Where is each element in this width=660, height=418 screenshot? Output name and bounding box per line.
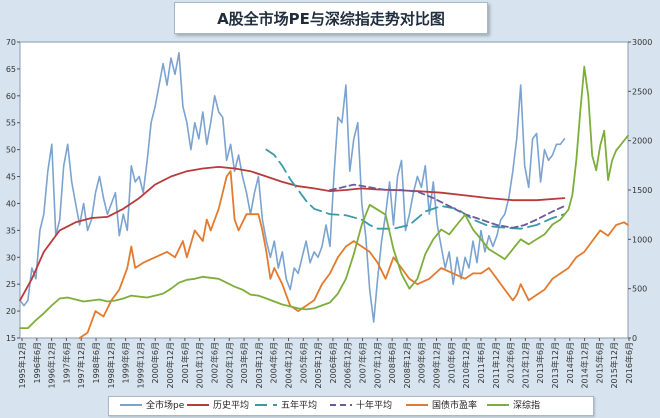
y-right-tick-label: 0 bbox=[632, 334, 637, 343]
x-tick-label: 2012年12月 bbox=[520, 342, 530, 389]
x-tick-label: 2001年6月 bbox=[180, 342, 190, 383]
y-left-tick-label: 25 bbox=[6, 280, 16, 289]
y-right-tick-label: 1500 bbox=[632, 186, 652, 195]
x-tick-label: 2005年6月 bbox=[298, 342, 308, 383]
legend-label-1: 历史平均 bbox=[213, 399, 249, 411]
x-tick-label: 2010年6月 bbox=[446, 342, 456, 383]
x-tick-label: 2005年12月 bbox=[313, 342, 323, 389]
series-line-5 bbox=[19, 65, 629, 329]
x-tick-label: 2003年6月 bbox=[239, 342, 249, 383]
legend-label-0: 全市场pe bbox=[146, 399, 185, 411]
legend-label-2: 五年平均 bbox=[281, 399, 317, 411]
x-tick-label: 2011年6月 bbox=[476, 342, 486, 383]
y-right-tick-label: 2000 bbox=[632, 137, 652, 146]
x-tick-label: 2006年6月 bbox=[328, 342, 338, 383]
legend-label-4: 国债市盈率 bbox=[432, 399, 477, 411]
y-left-tick-label: 30 bbox=[6, 253, 16, 262]
x-tick-label: 2001年12月 bbox=[195, 342, 205, 389]
x-tick-label: 2014年12月 bbox=[580, 342, 590, 389]
x-tick-label: 1996年6月 bbox=[32, 342, 42, 383]
legend-label-5: 深综指 bbox=[513, 399, 540, 411]
x-tick-label: 1999年6月 bbox=[121, 342, 131, 383]
y-left-tick-label: 45 bbox=[6, 173, 16, 182]
y-left-tick-label: 70 bbox=[6, 38, 16, 47]
x-tick-label: 1999年12月 bbox=[135, 342, 145, 389]
x-tick-label: 1998年6月 bbox=[91, 342, 101, 383]
y-right-tick-label: 2500 bbox=[632, 87, 652, 96]
x-tick-label: 2008年6月 bbox=[387, 342, 397, 383]
x-tick-label: 1997年6月 bbox=[61, 342, 71, 383]
y-left-tick-label: 20 bbox=[6, 307, 16, 316]
x-tick-label: 2002年6月 bbox=[209, 342, 219, 383]
y-left-tick-label: 40 bbox=[6, 199, 16, 208]
x-tick-label: 2013年6月 bbox=[535, 342, 545, 383]
series-line-1 bbox=[19, 166, 566, 302]
x-tick-label: 2006年12月 bbox=[343, 342, 353, 389]
legend-label-3: 十年平均 bbox=[356, 399, 392, 411]
x-tick-label: 2015年6月 bbox=[594, 342, 604, 383]
y-left-tick-label: 15 bbox=[6, 334, 16, 343]
x-tick-label: 2010年12月 bbox=[461, 342, 471, 389]
x-tick-label: 1996年12月 bbox=[47, 342, 57, 389]
x-tick-label: 2007年6月 bbox=[358, 342, 368, 383]
x-tick-label: 2000年12月 bbox=[165, 342, 175, 389]
series-line-2 bbox=[265, 148, 566, 230]
x-tick-label: 2011年12月 bbox=[491, 342, 501, 389]
x-tick-label: 2014年6月 bbox=[565, 342, 575, 383]
y-left-tick-label: 55 bbox=[6, 119, 16, 128]
y-left-tick-label: 60 bbox=[6, 92, 16, 101]
x-tick-label: 2009年12月 bbox=[432, 342, 442, 389]
y-left-tick-label: 65 bbox=[6, 65, 16, 74]
y-left-tick-label: 50 bbox=[6, 146, 16, 155]
series-line-4 bbox=[78, 170, 629, 339]
x-tick-label: 2015年12月 bbox=[609, 342, 619, 389]
x-tick-label: 2004年12月 bbox=[283, 342, 293, 389]
x-tick-label: 2003年12月 bbox=[254, 342, 264, 389]
x-tick-label: 2004年6月 bbox=[269, 342, 279, 383]
x-tick-label: 1998年12月 bbox=[106, 342, 116, 389]
y-right-tick-label: 3000 bbox=[632, 38, 652, 47]
x-tick-label: 1995年12月 bbox=[17, 342, 27, 389]
x-tick-label: 2000年6月 bbox=[150, 342, 160, 383]
x-tick-label: 2012年6月 bbox=[506, 342, 516, 383]
y-right-tick-label: 500 bbox=[632, 285, 647, 294]
x-tick-label: 1997年12月 bbox=[76, 342, 86, 389]
x-tick-label: 2008年12月 bbox=[402, 342, 412, 389]
y-left-tick-label: 35 bbox=[6, 226, 16, 235]
series-line-3 bbox=[329, 183, 566, 229]
x-tick-label: 2013年12月 bbox=[550, 342, 560, 389]
x-tick-label: 2016年6月 bbox=[624, 342, 634, 383]
x-tick-label: 2002年12月 bbox=[224, 342, 234, 389]
chart-title: A股全市场PE与深综指走势对比图 bbox=[174, 2, 488, 34]
series-line-0 bbox=[19, 52, 566, 323]
y-right-tick-label: 1000 bbox=[632, 235, 652, 244]
x-tick-label: 2007年12月 bbox=[372, 342, 382, 389]
x-tick-label: 2009年6月 bbox=[417, 342, 427, 383]
